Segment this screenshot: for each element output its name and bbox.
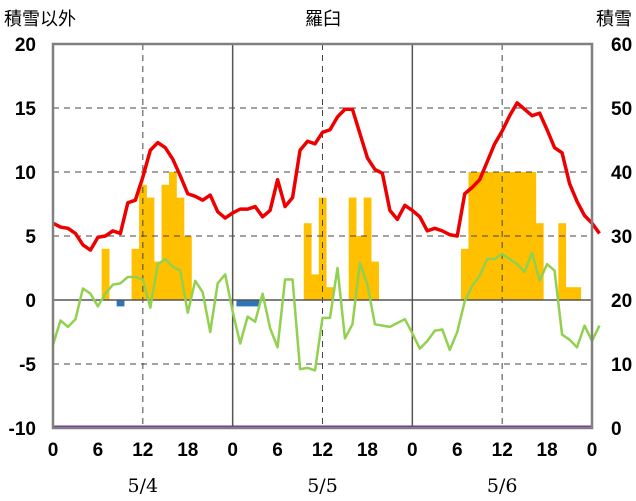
y-right-tick-label: 0 xyxy=(611,419,622,440)
x-tick-label: 0 xyxy=(587,440,598,461)
precipitation-bar xyxy=(535,223,544,300)
x-tick-label: 18 xyxy=(357,440,378,461)
y-left-tick-label: 10 xyxy=(15,163,36,184)
x-tick-label: 6 xyxy=(93,440,104,461)
precipitation-bar xyxy=(475,172,484,300)
precipitation-bar xyxy=(184,236,192,300)
precipitation-bar xyxy=(460,248,469,300)
precipitation-bar xyxy=(528,172,537,300)
x-tick-label: 18 xyxy=(537,440,558,461)
x-tick-label: 6 xyxy=(272,440,283,461)
precipitation-bar xyxy=(251,300,260,307)
plot-frame xyxy=(51,42,594,430)
precipitation-bar xyxy=(154,261,162,300)
y-left-tick-label: 5 xyxy=(25,227,36,248)
x-tick-label: 0 xyxy=(48,440,59,461)
date-label: 5/4 xyxy=(128,475,159,497)
precipitation-bar xyxy=(131,248,140,300)
x-tick-label: 0 xyxy=(227,440,238,461)
wind-line xyxy=(51,251,601,372)
precipitation-bar xyxy=(303,223,312,300)
date-label: 5/5 xyxy=(307,475,338,497)
y-left-tick-label: 15 xyxy=(15,99,37,120)
precipitation-bar xyxy=(243,300,252,307)
y-right-tick-label: 10 xyxy=(611,355,632,376)
y-right-tick-label: 50 xyxy=(611,99,632,120)
precipitation-bar xyxy=(116,300,125,307)
x-tick-label: 0 xyxy=(407,440,418,461)
precipitation-bar xyxy=(146,197,155,300)
y-right-tick-label: 30 xyxy=(611,227,632,248)
precipitation-bar xyxy=(363,197,372,300)
date-label: 5/6 xyxy=(487,475,518,497)
y-right-tick-label: 60 xyxy=(611,35,632,56)
precipitation-bar xyxy=(169,172,177,300)
precipitation-bar xyxy=(236,300,245,307)
y-left-tick-label: 0 xyxy=(25,291,36,312)
precipitation-bar xyxy=(326,287,335,300)
precipitation-bar xyxy=(558,223,567,300)
x-tick-label: 18 xyxy=(177,440,198,461)
gridlines xyxy=(53,44,592,428)
temperature-line xyxy=(52,101,601,252)
precipitation-bars xyxy=(101,172,582,307)
precipitation-bar xyxy=(318,197,327,300)
y-left-tick-label: 20 xyxy=(15,35,36,56)
x-tick-label: 12 xyxy=(492,440,513,461)
y-left-tick-label: -10 xyxy=(9,419,36,440)
y-left-tick-label: -5 xyxy=(19,355,36,376)
precipitation-bar xyxy=(565,287,574,300)
x-tick-label: 12 xyxy=(132,440,153,461)
right-axis-title: 積雪 xyxy=(596,9,632,30)
precipitation-bar xyxy=(573,287,582,300)
precipitation-bar xyxy=(348,197,357,300)
x-tick-label: 6 xyxy=(452,440,463,461)
chart-title: 羅臼 xyxy=(305,9,341,30)
precipitation-bar xyxy=(520,172,529,300)
precipitation-bar xyxy=(311,274,320,300)
precipitation-bar xyxy=(176,197,185,300)
precipitation-bar xyxy=(371,261,379,300)
y-right-tick-label: 40 xyxy=(611,163,632,184)
y-right-tick-label: 20 xyxy=(611,291,632,312)
precipitation-bar xyxy=(101,248,110,300)
precipitation-bar xyxy=(161,184,170,300)
left-axis-title: 積雪以外 xyxy=(4,9,76,30)
x-tick-label: 12 xyxy=(312,440,333,461)
